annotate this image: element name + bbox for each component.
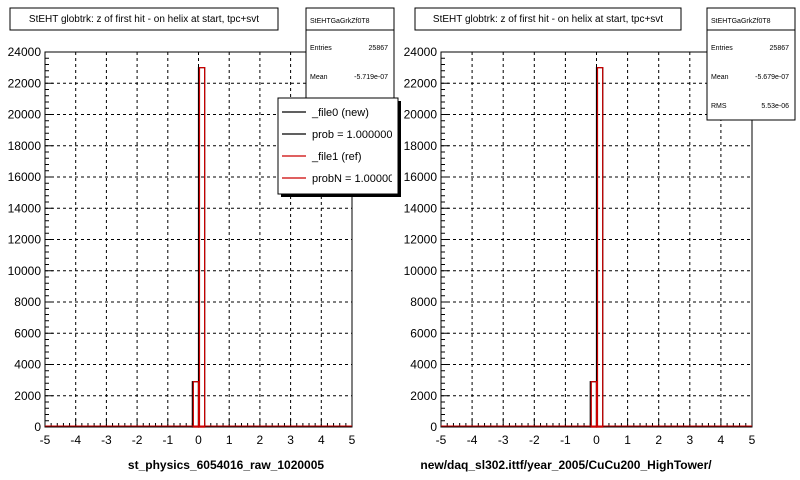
x-tick-label: 1 xyxy=(226,433,233,447)
y-tick-label: 18000 xyxy=(404,139,438,153)
stats-name: StEHTGaGrkZf0T8 xyxy=(711,18,771,25)
y-tick-label: 8000 xyxy=(14,295,41,309)
hist-bar-ref xyxy=(590,381,598,428)
x-tick-label: 2 xyxy=(655,433,662,447)
x-tick-label: 0 xyxy=(593,433,600,447)
y-tick-label: 14000 xyxy=(404,201,438,215)
y-tick-label: 8000 xyxy=(410,295,437,309)
x-tick-label: -3 xyxy=(101,433,112,447)
title-box xyxy=(9,7,279,31)
x-tick-label: -4 xyxy=(70,433,81,447)
x-tick-label: -5 xyxy=(40,433,51,447)
stats-label: Entries xyxy=(711,45,733,52)
x-tick-label: -3 xyxy=(498,433,509,447)
x-tick-label: -1 xyxy=(162,433,173,447)
x-tick-label: 5 xyxy=(349,433,356,447)
x-tick-label: 3 xyxy=(686,433,693,447)
stats-value: -5.679e-07 xyxy=(755,74,789,81)
x-axis-label: new/daq_sl302.ittf/year_2005/CuCu200_Hig… xyxy=(420,458,712,472)
y-tick-label: 16000 xyxy=(404,170,438,184)
y-tick-label: 22000 xyxy=(404,76,438,90)
hist-bar-ref xyxy=(596,67,604,428)
y-tick-label: 20000 xyxy=(404,108,438,122)
x-tick-label: -4 xyxy=(467,433,478,447)
x-tick-label: 1 xyxy=(624,433,631,447)
x-tick-label: -1 xyxy=(560,433,571,447)
x-tick-label: -5 xyxy=(436,433,447,447)
legend-entries: _file0 (new) prob = 1.000000 _file1 (ref) p… xyxy=(282,107,400,185)
stats-value: 5.53e-06 xyxy=(761,103,789,110)
y-tick-label: 4000 xyxy=(410,358,437,372)
x-tick-label: -2 xyxy=(132,433,143,447)
y-tick-label: 6000 xyxy=(410,326,437,340)
x-tick-label: 0 xyxy=(195,433,202,447)
x-tick-label: 5 xyxy=(749,433,756,447)
stats-label: RMS xyxy=(711,103,727,110)
y-tick-label: 2000 xyxy=(14,389,41,403)
y-tick-label: 4000 xyxy=(14,358,41,372)
stats-value: -5.719e-07 xyxy=(354,74,388,81)
title-box xyxy=(414,7,682,31)
y-tick-label: 14000 xyxy=(8,201,42,215)
y-tick-label: 24000 xyxy=(8,45,42,59)
y-tick-label: 24000 xyxy=(404,45,438,59)
x-tick-label: 3 xyxy=(287,433,294,447)
stats-value: 25867 xyxy=(369,45,389,52)
chart-title: StEHT globtrk: z of first hit - on helix… xyxy=(433,14,663,25)
y-tick-label: 16000 xyxy=(8,170,42,184)
histogram-panel-2: -5 -4 -3 -2 -1 0 1 2 3 4 5 0 2000 4000 6000 8000 10000 12… xyxy=(404,7,796,472)
x-axis-label: st_physics_6054016_raw_1020005 xyxy=(128,458,324,472)
stats-label: Entries xyxy=(310,45,332,52)
y-tick-label: 6000 xyxy=(14,326,41,340)
legend-label: _file0 (new) xyxy=(311,107,369,119)
y-tick-label: 18000 xyxy=(8,139,42,153)
y-tick-label: 22000 xyxy=(8,76,42,90)
stats-box xyxy=(706,7,796,121)
x-tick-label: 2 xyxy=(257,433,264,447)
y-tick-label: 20000 xyxy=(8,108,42,122)
y-tick-label: 12000 xyxy=(404,233,438,247)
stats-label: Mean xyxy=(310,74,328,81)
legend-label: probN = 1.000000 xyxy=(312,173,400,185)
hist-bar-ref xyxy=(192,381,200,428)
legend-label: prob = 1.000000 xyxy=(312,129,392,141)
y-tick-label: 2000 xyxy=(410,389,437,403)
chart-title: StEHT globtrk: z of first hit - on helix… xyxy=(29,14,259,25)
stats-name: StEHTGaGrkZf0T8 xyxy=(310,18,370,25)
hist-bar-ref xyxy=(198,67,206,428)
y-tick-label: 0 xyxy=(430,420,437,434)
histogram-panel-1: -5 -4 -3 -2 -1 0 1 2 3 4 5 0 2000 4000 6000 8000 10000 12… xyxy=(8,7,401,472)
y-tick-label: 10000 xyxy=(8,264,42,278)
y-tick-label: 12000 xyxy=(8,233,42,247)
legend-label: _file1 (ref) xyxy=(311,151,362,163)
x-tick-label: 4 xyxy=(718,433,725,447)
x-tick-label: -2 xyxy=(529,433,540,447)
stats-value: 25867 xyxy=(770,45,790,52)
y-tick-label: 10000 xyxy=(404,264,438,278)
x-tick-label: 4 xyxy=(318,433,325,447)
y-tick-label: 0 xyxy=(34,420,41,434)
stats-label: Mean xyxy=(711,74,729,81)
